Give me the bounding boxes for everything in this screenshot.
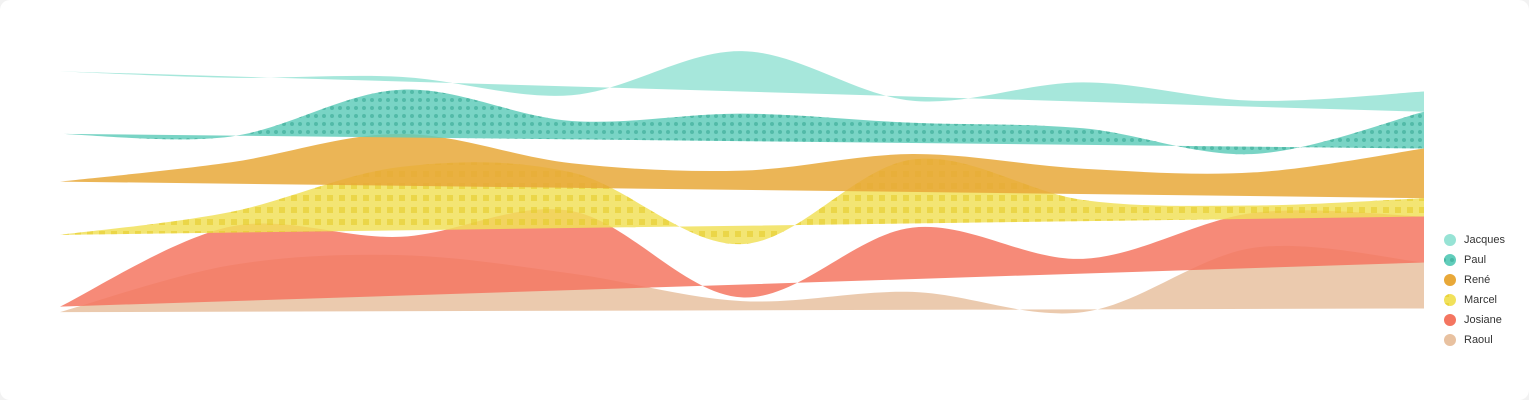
legend-swatch-pattern — [1444, 254, 1456, 266]
legend-swatch-pattern — [1444, 294, 1456, 306]
legend-label: Raoul — [1464, 334, 1493, 346]
legend-swatch — [1444, 274, 1456, 286]
legend-label: Marcel — [1464, 294, 1497, 306]
legend-label: Josiane — [1464, 314, 1502, 326]
legend-label: Paul — [1464, 254, 1486, 266]
legend: Jacques Paul René Marcel Josiane Raoul — [1444, 234, 1505, 346]
areas — [60, 51, 1424, 314]
legend-label: Jacques — [1464, 234, 1505, 246]
legend-swatch — [1444, 334, 1456, 346]
stream-area — [60, 209, 1424, 307]
legend-label: René — [1464, 274, 1490, 286]
stream-area — [60, 133, 1424, 199]
stream-area — [60, 51, 1424, 112]
stream-pattern — [60, 89, 1424, 155]
legend-swatch — [1444, 314, 1456, 326]
legend-swatch — [1444, 234, 1456, 246]
